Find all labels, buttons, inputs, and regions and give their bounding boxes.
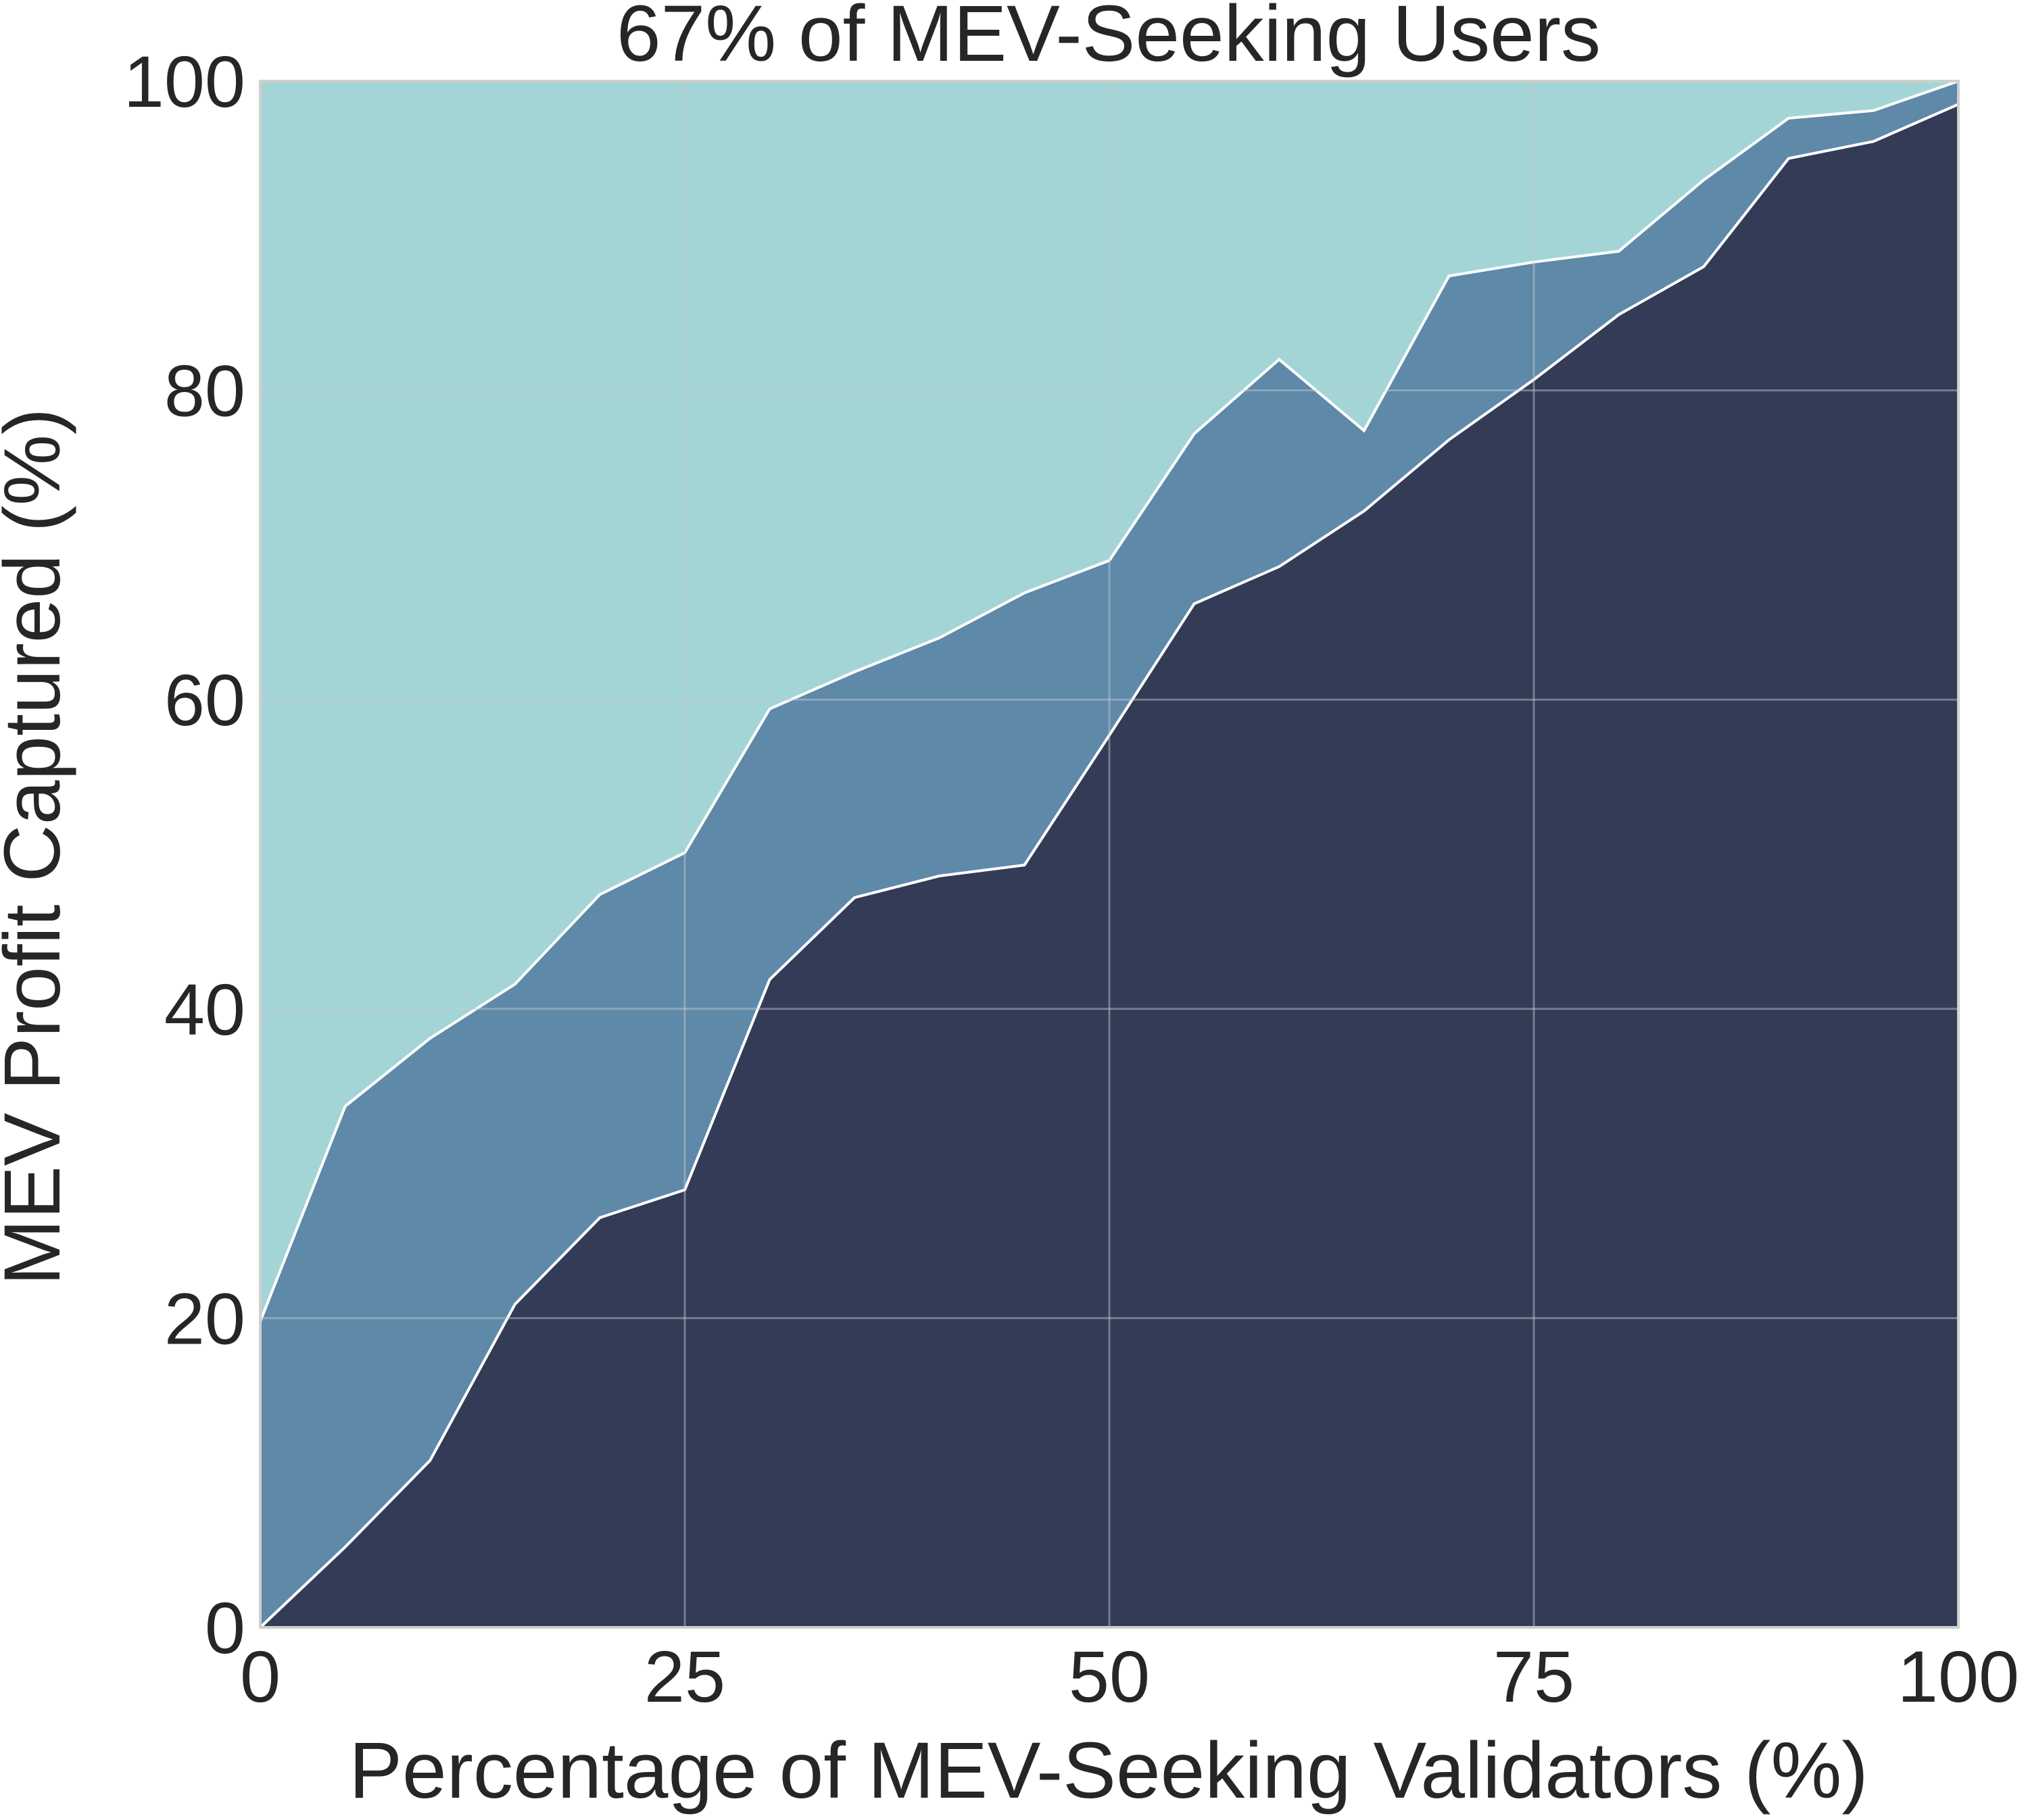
y-tick-label: 20 [164, 1277, 245, 1359]
y-tick-label: 60 [164, 659, 245, 741]
x-tick-label: 100 [1898, 1635, 2019, 1717]
plot-area [256, 79, 1960, 1631]
y-tick-labels: 0 20 40 60 80 100 [124, 41, 245, 1669]
x-tick-label: 0 [240, 1635, 281, 1717]
y-tick-label: 100 [124, 41, 245, 122]
x-tick-label: 75 [1493, 1635, 1574, 1717]
x-tick-label: 50 [1069, 1635, 1150, 1717]
x-tick-label: 25 [644, 1635, 725, 1717]
plot-frame [259, 80, 1960, 1629]
x-tick-labels: 0 25 50 75 100 [240, 1635, 2019, 1717]
y-tick-label: 80 [164, 350, 245, 432]
y-axis-title: MEV Profit Captured (%) [0, 408, 77, 1285]
chart-title: 67% of MEV-Seeking Users [617, 0, 1601, 78]
y-tick-label: 40 [164, 968, 245, 1050]
y-tick-label: 0 [205, 1587, 245, 1669]
x-axis-title: Percentage of MEV-Seeking Validators (%) [349, 1726, 1868, 1815]
